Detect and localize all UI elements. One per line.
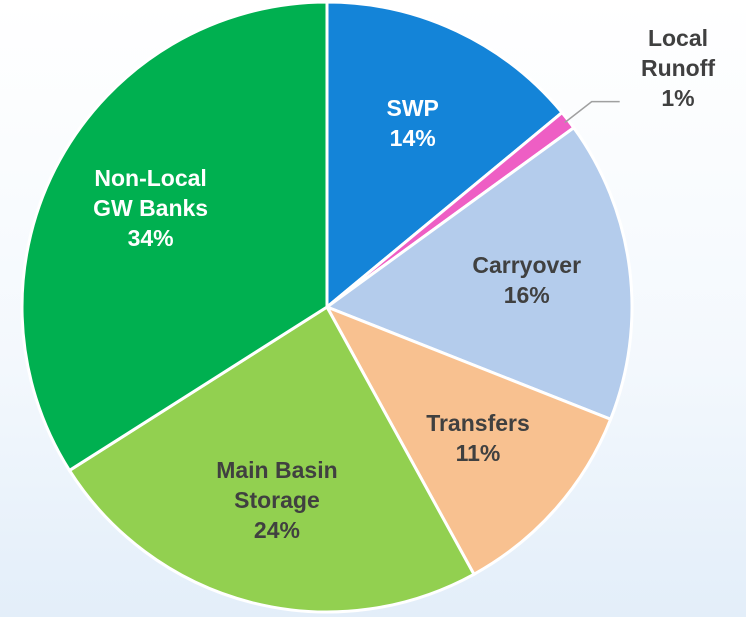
- slice-label-line: Carryover: [472, 252, 581, 278]
- slice-label: Local Runoff: [641, 25, 715, 81]
- slice-label: Carryover: [472, 252, 581, 278]
- slice-label: SWP: [387, 95, 439, 121]
- value-label: 34%: [128, 225, 174, 251]
- slice-label-line: Main Basin: [216, 457, 337, 483]
- value-label: 11%: [456, 440, 501, 466]
- leader-line: [565, 102, 620, 123]
- slice-label-line: Storage: [234, 487, 320, 513]
- chart: SWP 14% Local Runoff 1% Carryover 16% Transfers…: [0, 0, 746, 617]
- slice-label-line: GW Banks: [93, 195, 208, 221]
- slice-label-line: Non-Local: [94, 165, 206, 191]
- slice-label-line: Transfers: [426, 410, 530, 436]
- value-label: 24%: [254, 517, 300, 543]
- page: SWP 14% Local Runoff 1% Carryover 16% Transfers…: [0, 0, 746, 617]
- slice-label: Transfers: [426, 410, 530, 436]
- value-label: 1%: [661, 85, 694, 111]
- value-label: 14%: [390, 125, 436, 151]
- slice-label-line: Runoff: [641, 55, 715, 81]
- slice-label-line: Local: [648, 25, 708, 51]
- value-label: 16%: [504, 282, 550, 308]
- slice-label-line: SWP: [387, 95, 439, 121]
